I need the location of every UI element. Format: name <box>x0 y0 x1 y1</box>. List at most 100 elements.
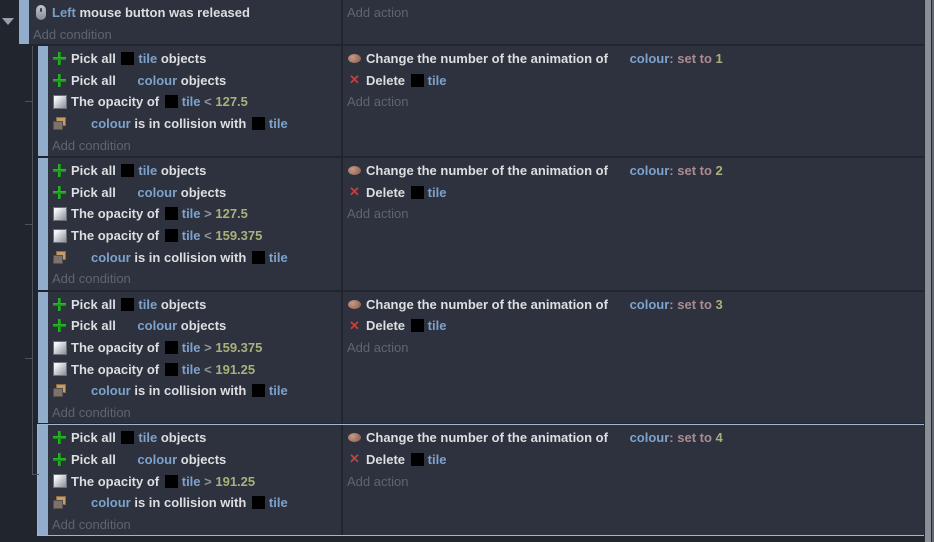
add-action-link[interactable]: Add action <box>347 5 409 21</box>
action-row[interactable]: ✕ Delete tile <box>343 449 924 471</box>
text-segment: Pick all <box>71 451 120 467</box>
object-name: tile <box>427 184 447 200</box>
event-margin-bar[interactable] <box>38 157 48 290</box>
add-condition-link[interactable]: Add condition <box>52 271 131 287</box>
sub-events-container: Pick all tile objects Pick all colour obj… <box>37 46 925 537</box>
text-segment: objects <box>157 163 207 179</box>
object-name: colour <box>91 383 131 399</box>
condition-row[interactable]: colour is in collision with tile <box>48 380 341 402</box>
add-action-link[interactable]: Add action <box>347 206 409 222</box>
collapse-arrow-icon[interactable] <box>2 18 14 25</box>
condition-row[interactable]: Pick all colour objects <box>48 315 341 337</box>
animation-icon <box>347 430 362 445</box>
event-margin-bar[interactable] <box>38 46 48 156</box>
add-action-link[interactable]: Add action <box>347 94 409 110</box>
action-row[interactable]: ✕ Delete tile <box>343 315 924 337</box>
pick-all-icon <box>52 163 67 178</box>
event-margin-bar[interactable] <box>38 425 48 536</box>
invisible-object-icon <box>71 502 91 503</box>
condition-row[interactable]: colour is in collision with tile <box>48 113 341 135</box>
add-condition-link[interactable]: Add condition <box>33 26 112 42</box>
text-segment: 127.5 <box>215 94 248 110</box>
text-segment: 191.25 <box>215 361 256 377</box>
sub-event-block[interactable]: Pick all tile objects Pick all colour obj… <box>37 424 925 537</box>
object-icon-black <box>410 185 424 199</box>
add-action-link[interactable]: Add action <box>347 473 409 489</box>
condition-row[interactable]: The opacity of tile > 159.375 <box>48 337 341 359</box>
object-name: colour <box>137 318 178 334</box>
sub-event-block[interactable]: Pick all tile objects Pick all colour obj… <box>38 46 924 156</box>
object-name: colour <box>137 72 178 88</box>
object-icon-black <box>251 496 265 510</box>
condition-row[interactable]: Pick all tile objects <box>48 48 341 70</box>
condition-row[interactable]: The opacity of tile < 127.5 <box>48 91 341 113</box>
opacity-icon <box>52 228 67 243</box>
root-event-block[interactable]: Left mouse button was released Add condi… <box>19 0 924 44</box>
condition-row[interactable]: colour is in collision with tile <box>48 246 341 268</box>
condition-row[interactable]: The opacity of tile < 159.375 <box>48 225 341 247</box>
text-segment: objects <box>157 51 207 67</box>
add-condition-link[interactable]: Add condition <box>52 404 131 420</box>
condition-row[interactable]: Pick all tile objects <box>48 427 341 449</box>
condition-text: Left mouse button was released <box>52 5 250 20</box>
invisible-object-icon <box>71 123 91 124</box>
action-row[interactable]: Change the number of the animation of co… <box>343 294 924 316</box>
condition-row[interactable]: colour is in collision with tile <box>48 492 341 514</box>
condition-row[interactable]: Pick all colour objects <box>48 182 341 204</box>
object-icon-black <box>164 341 178 355</box>
condition-row[interactable]: Pick all colour objects <box>48 449 341 471</box>
pick-all-icon <box>52 452 67 467</box>
text-segment: Pick all <box>71 184 120 200</box>
object-name: tile <box>138 296 158 312</box>
object-name: tile <box>427 72 447 88</box>
invisible-object-icon <box>71 257 91 258</box>
text-segment: Pick all <box>71 296 120 312</box>
invisible-object-icon <box>119 192 137 193</box>
condition-row[interactable]: Pick all colour objects <box>48 70 341 92</box>
add-action-link[interactable]: Add action <box>347 340 409 356</box>
add-condition-link[interactable]: Add condition <box>52 516 131 532</box>
tree-connector <box>25 358 32 359</box>
object-icon-black <box>121 431 135 445</box>
condition-row[interactable]: The opacity of tile < 191.25 <box>48 358 341 380</box>
object-name: colour <box>91 495 131 511</box>
event-margin-bar[interactable] <box>38 291 48 424</box>
action-row[interactable]: ✕ Delete tile <box>343 70 924 92</box>
object-name: tile <box>138 51 158 67</box>
text-segment: set to <box>677 430 716 446</box>
action-row[interactable]: Change the number of the animation of co… <box>343 160 924 182</box>
condition-row[interactable]: The opacity of tile > 191.25 <box>48 470 341 492</box>
action-row[interactable]: ✕ Delete tile <box>343 182 924 204</box>
add-condition-link[interactable]: Add condition <box>52 137 131 153</box>
text-segment: is in collision with <box>130 249 250 265</box>
event-margin-bar[interactable] <box>19 0 29 44</box>
text-segment: Change the number of the animation of <box>366 163 612 179</box>
condition-row[interactable]: Pick all tile objects <box>48 160 341 182</box>
scrollbar-thumb[interactable] <box>925 0 931 542</box>
text-segment: 159.375 <box>215 228 263 244</box>
animation-icon <box>347 163 362 178</box>
object-icon-black <box>410 319 424 333</box>
tree-connector <box>25 224 32 225</box>
object-name: tile <box>181 361 201 377</box>
condition-zone: Pick all tile objects Pick all colour obj… <box>48 425 343 536</box>
condition-row[interactable]: Left mouse button was released <box>29 2 341 24</box>
text-segment: The opacity of <box>71 340 163 356</box>
object-name: colour <box>629 51 670 67</box>
action-row[interactable]: Change the number of the animation of co… <box>343 48 924 70</box>
condition-row[interactable]: The opacity of tile > 127.5 <box>48 203 341 225</box>
object-name: colour <box>91 249 131 265</box>
pick-all-icon <box>52 430 67 445</box>
action-zone: Change the number of the animation of co… <box>343 158 924 290</box>
sub-event-block[interactable]: Pick all tile objects Pick all colour obj… <box>38 291 924 424</box>
text-segment: > <box>200 206 216 222</box>
sub-event-block[interactable]: Pick all tile objects Pick all colour obj… <box>38 157 924 290</box>
invisible-object-icon <box>119 459 137 460</box>
vertical-scrollbar[interactable] <box>924 0 934 542</box>
pick-all-icon <box>52 185 67 200</box>
text-segment: Pick all <box>71 318 120 334</box>
action-row[interactable]: Change the number of the animation of co… <box>343 427 924 449</box>
event-block[interactable]: Left mouse button was released Add condi… <box>19 0 924 44</box>
condition-row[interactable]: Pick all tile objects <box>48 294 341 316</box>
object-icon-black <box>410 452 424 466</box>
